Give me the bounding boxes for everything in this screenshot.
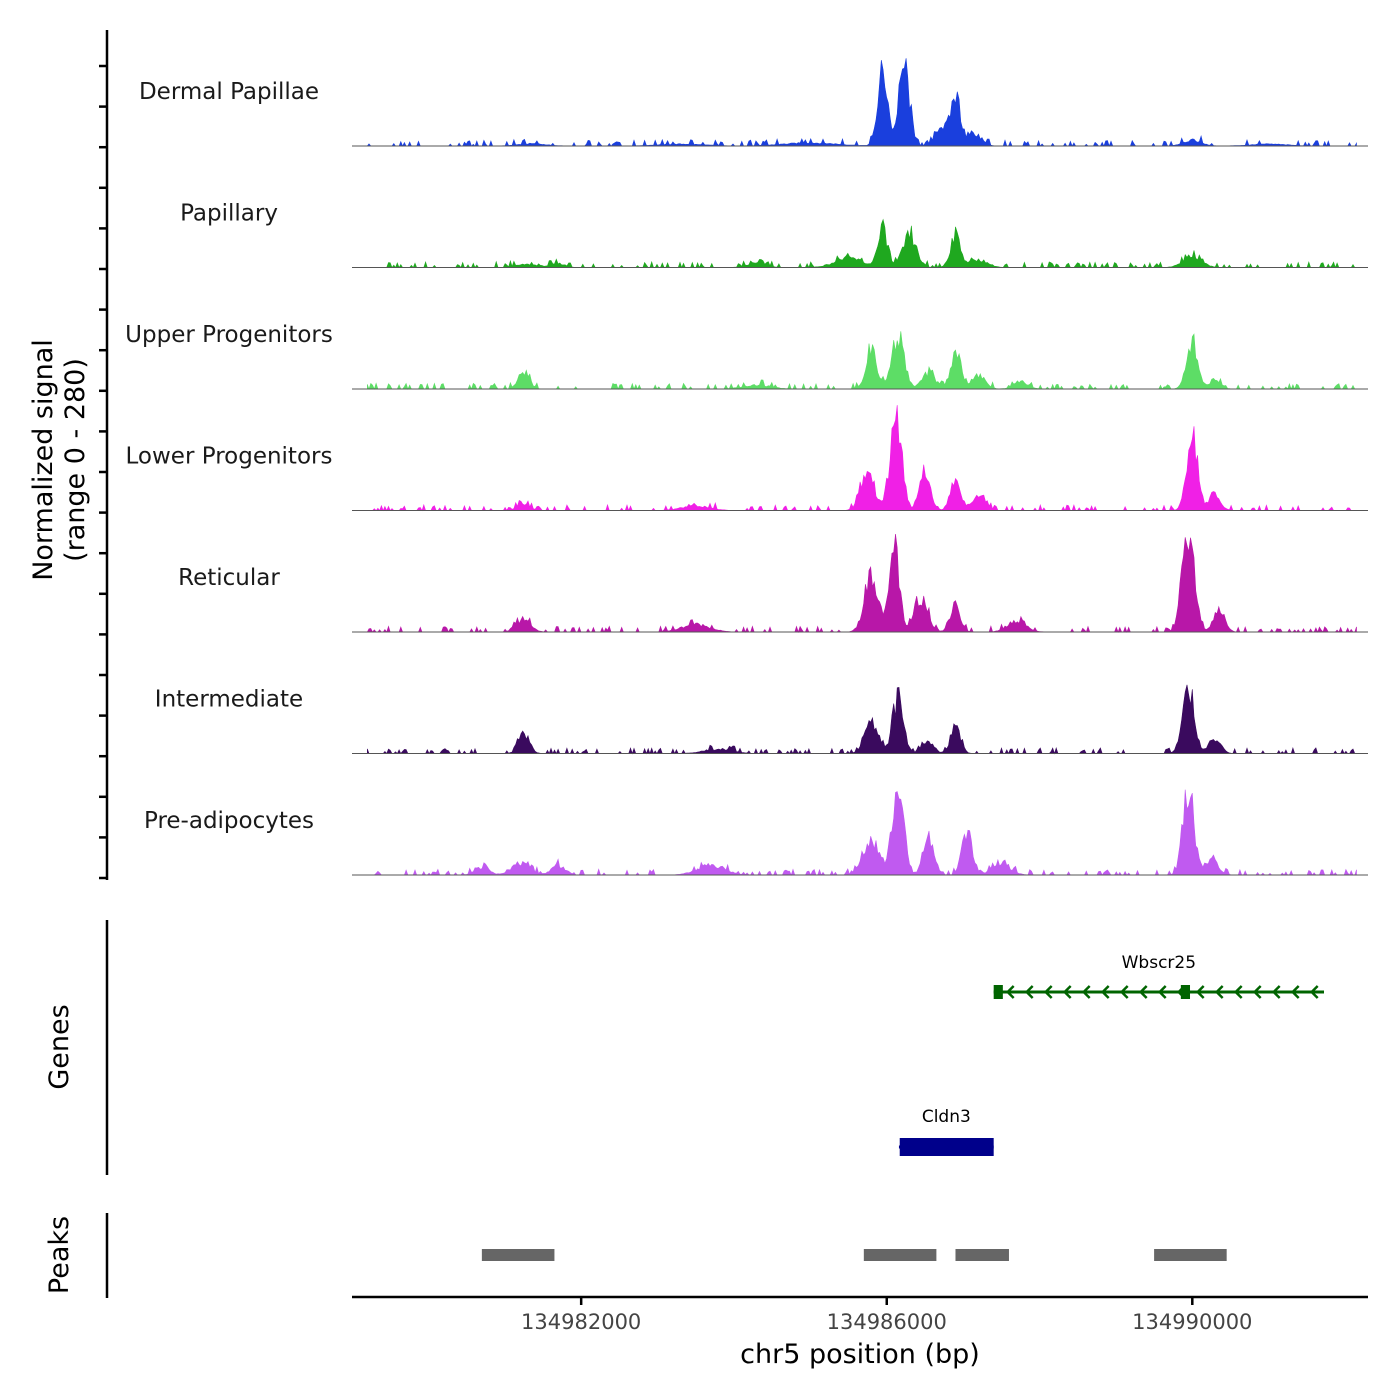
gene-exon (1180, 985, 1191, 999)
gene-exon (899, 1138, 994, 1156)
strand-arrow (1271, 985, 1281, 999)
gene-label: Wbscr25 (1122, 953, 1196, 973)
signal-area (367, 789, 1357, 876)
coverage-track: Upper Progenitors (125, 322, 1368, 390)
strand-arrow (1119, 985, 1129, 999)
peaks-y-label: Peaks (44, 1216, 75, 1294)
track-label: Papillary (180, 201, 278, 227)
coverage-tracks: Dermal Papillae Papillary Upper Progenitor… (125, 58, 1368, 876)
strand-arrow (1100, 985, 1110, 999)
coverage-track: Pre-adipocytes (144, 789, 1368, 876)
x-axis-ticks: 134982000 134986000 134990000 (521, 1297, 1252, 1334)
gene-cldn3: Cldn3 (898, 1107, 994, 1156)
strand-arrow (982, 1140, 991, 1154)
signal-area (367, 331, 1357, 390)
x-tick-label: 134986000 (827, 1310, 947, 1334)
coverage-track: Lower Progenitors (126, 405, 1368, 512)
gene-exon (993, 985, 1003, 999)
strand-arrow (1176, 985, 1186, 999)
strand-arrow (1062, 985, 1072, 999)
strand-arrow (1138, 985, 1148, 999)
strand-arrow (1252, 985, 1262, 999)
gene-label: Cldn3 (922, 1107, 971, 1127)
strand-arrow (906, 1140, 915, 1154)
strand-arrow (1024, 985, 1034, 999)
track-label: Lower Progenitors (126, 444, 333, 470)
coverage-track: Reticular (178, 533, 1368, 633)
strand-arrow (1005, 985, 1015, 999)
coverage-track: Intermediate (155, 684, 1368, 755)
track-label: Pre-adipocytes (144, 808, 314, 834)
peak-region (1154, 1249, 1227, 1261)
signal-area (367, 218, 1357, 269)
strand-arrow (1214, 985, 1224, 999)
strand-arrow (1157, 985, 1167, 999)
strand-arrow (944, 1140, 953, 1154)
track-label: Dermal Papillae (139, 79, 319, 105)
strand-arrow (1043, 985, 1053, 999)
coverage-y-label-line1: Normalized signal (28, 339, 59, 581)
peak-region (481, 1249, 555, 1261)
signal-area (366, 533, 1357, 633)
gene-wbscr25: Wbscr25 (993, 953, 1324, 999)
strand-arrow (925, 1140, 934, 1154)
coverage-track: Papillary (180, 201, 1368, 269)
strand-arrow (1309, 985, 1319, 999)
signal-area (367, 684, 1357, 755)
genes-panel: Wbscr25 Cldn3 (898, 953, 1324, 1156)
strand-arrow (963, 1140, 972, 1154)
peak-region (863, 1249, 937, 1261)
strand-arrow (1290, 985, 1300, 999)
peaks-panel (481, 1249, 1227, 1261)
peak-region (955, 1249, 1009, 1261)
coverage-y-label-line2: (range 0 - 280) (60, 358, 91, 562)
strand-arrow (1081, 985, 1091, 999)
track-label: Reticular (178, 565, 280, 591)
coverage-y-axis (99, 30, 109, 880)
x-tick-label: 134990000 (1132, 1310, 1252, 1334)
track-label: Intermediate (155, 687, 303, 713)
strand-arrow (1233, 985, 1243, 999)
track-label: Upper Progenitors (125, 322, 333, 348)
signal-area (367, 405, 1357, 512)
strand-arrow (1195, 985, 1205, 999)
coverage-track: Dermal Papillae (139, 58, 1368, 147)
x-tick-label: 134982000 (521, 1310, 641, 1334)
genes-y-label: Genes (44, 1004, 75, 1089)
x-axis-label: chr5 position (bp) (740, 1339, 980, 1370)
signal-area (366, 58, 1357, 147)
